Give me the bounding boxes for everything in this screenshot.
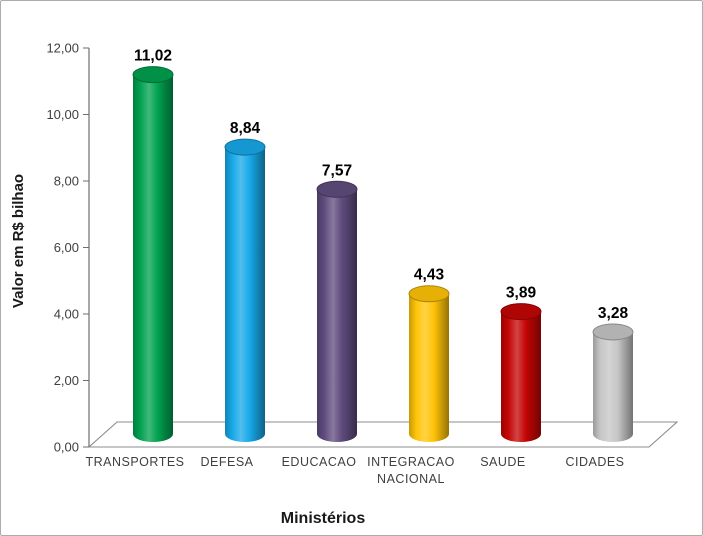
bar-transportes: 11,02: [132, 48, 174, 443]
category-label: SAUDE: [480, 455, 526, 469]
category-label: TRANSPORTES: [85, 455, 184, 469]
x-axis-title: Ministérios: [281, 510, 366, 527]
y-tick-label: 12,00: [46, 41, 79, 56]
category-label: CIDADES: [565, 455, 624, 469]
y-tick-label: 4,00: [54, 307, 79, 322]
y-tick-label: 0,00: [54, 440, 79, 455]
bar-top: [500, 303, 542, 321]
y-tick-label: 8,00: [54, 174, 79, 189]
category-label: EDUCACAO: [282, 455, 357, 469]
y-tick-label: 2,00: [54, 373, 79, 388]
bar-top: [408, 285, 450, 303]
bar-cidades: 3,28: [592, 305, 634, 442]
bar-educacao: 7,57: [316, 162, 358, 442]
y-tick-label: 10,00: [46, 107, 79, 122]
bar-body: [225, 147, 265, 442]
bar-top: [132, 66, 174, 84]
value-label: 8,84: [230, 120, 261, 137]
bar-body: [593, 331, 633, 442]
value-label: 4,43: [414, 267, 445, 284]
bar-defesa: 8,84: [224, 120, 266, 442]
bar-top: [224, 138, 266, 156]
bar-integracao-nacional: 4,43: [408, 267, 450, 442]
bar-body: [317, 189, 357, 442]
chart-floor: [87, 421, 679, 448]
bar-top: [592, 323, 634, 341]
y-axis-title: Valor em R$ bilhao: [10, 174, 27, 308]
bar-body: [501, 311, 541, 442]
value-label: 11,02: [134, 48, 172, 65]
bar-body: [133, 74, 173, 443]
bar-top: [316, 180, 358, 198]
value-label: 3,28: [598, 305, 629, 322]
bar-body: [409, 293, 449, 442]
category-label: INTEGRACAO NACIONAL: [367, 455, 455, 486]
category-label: DEFESA: [200, 455, 253, 469]
value-label: 7,57: [322, 162, 352, 179]
y-tick-label: 6,00: [54, 240, 79, 255]
value-label: 3,89: [506, 285, 537, 302]
bar-saude: 3,89: [500, 285, 542, 442]
